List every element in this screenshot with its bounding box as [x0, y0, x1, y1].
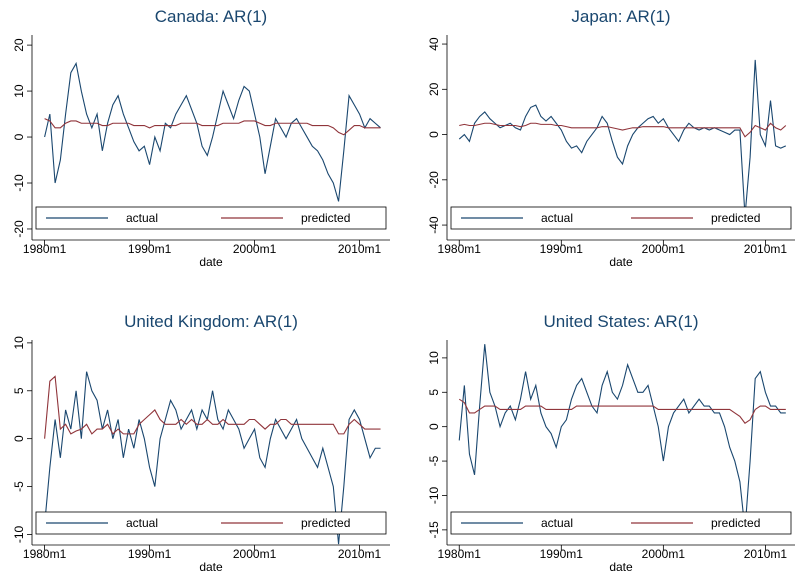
- legend-label: predicted: [301, 211, 350, 225]
- data-line: [459, 122, 787, 138]
- legend-box: [450, 511, 792, 535]
- panel: United States: AR(1) -15 -10 -5 0 5 10 1980m1 19…: [427, 312, 795, 574]
- data-line: [44, 375, 381, 439]
- y-tick-label: 10: [12, 84, 26, 98]
- data-line: [458, 344, 786, 530]
- x-tick-label: 1990m1: [540, 547, 584, 561]
- legend-label: predicted: [711, 516, 760, 530]
- y-tick-label: -10: [12, 174, 26, 192]
- data-line: [458, 398, 786, 424]
- x-tick-label: 1990m1: [540, 242, 584, 256]
- legend-label: actual: [126, 211, 158, 225]
- y-tick-label: 10: [427, 351, 441, 365]
- x-tick-label: 1980m1: [23, 242, 67, 256]
- legend-box: [450, 206, 792, 230]
- y-tick-label: 20: [427, 82, 441, 96]
- x-axis-label: date: [199, 560, 223, 574]
- x-tick-label: 2010m1: [744, 242, 788, 256]
- x-axis-label: date: [199, 255, 223, 269]
- data-line: [44, 61, 381, 202]
- y-tick-label: 40: [427, 37, 441, 51]
- y-tick-label: -10: [427, 486, 441, 504]
- data-line: [44, 118, 381, 136]
- x-tick-label: 2010m1: [744, 547, 788, 561]
- data-line: [44, 371, 381, 545]
- x-tick-label: 2000m1: [642, 547, 686, 561]
- y-tick-label: -40: [427, 216, 441, 234]
- x-tick-label: 1980m1: [438, 242, 482, 256]
- panel: United Kingdom: AR(1) -10 -5 0 5 10 1980m1 1990…: [12, 312, 390, 574]
- x-axis-label: date: [609, 255, 633, 269]
- y-tick-label: 0: [427, 423, 441, 430]
- y-tick-label: -10: [12, 525, 26, 543]
- panel: Japan: AR(1) -40 -20 0 20 40 1980m1 1990m1 2000m…: [427, 7, 795, 269]
- x-tick-label: 2000m1: [233, 242, 277, 256]
- y-tick-label: 5: [427, 389, 441, 396]
- y-tick-label: -20: [12, 220, 26, 238]
- chart-title: Japan: AR(1): [571, 7, 670, 26]
- legend: actual predicted: [450, 206, 792, 230]
- chart-title: Canada: AR(1): [155, 7, 267, 26]
- x-tick-label: 2000m1: [642, 242, 686, 256]
- legend: actual predicted: [450, 511, 792, 535]
- legend-label: actual: [541, 211, 573, 225]
- legend-label: actual: [541, 516, 573, 530]
- legend-label: predicted: [301, 516, 350, 530]
- legend-box: [35, 511, 387, 535]
- y-tick-label: 5: [12, 387, 26, 394]
- x-tick-label: 1990m1: [128, 242, 172, 256]
- x-tick-label: 1980m1: [23, 547, 67, 561]
- x-tick-label: 2010m1: [338, 547, 382, 561]
- y-tick-label: -5: [12, 481, 26, 492]
- y-tick-label: 0: [12, 133, 26, 140]
- x-tick-label: 1990m1: [128, 547, 172, 561]
- plot-area: [32, 35, 390, 240]
- legend: actual predicted: [35, 511, 387, 535]
- legend-label: predicted: [711, 211, 760, 225]
- x-axis-label: date: [609, 560, 633, 574]
- legend: actual predicted: [35, 206, 387, 230]
- y-tick-label: 20: [12, 38, 26, 52]
- legend-box: [35, 206, 387, 230]
- y-tick-label: -5: [427, 455, 441, 466]
- y-tick-label: -15: [427, 521, 441, 539]
- y-tick-label: -20: [427, 171, 441, 189]
- data-line: [458, 59, 787, 217]
- y-tick-label: 0: [12, 435, 26, 442]
- plot-area: [447, 35, 795, 240]
- y-tick-label: 0: [427, 131, 441, 138]
- y-tick-label: 10: [12, 336, 26, 350]
- legend-label: actual: [126, 516, 158, 530]
- chart-title: United States: AR(1): [544, 312, 699, 331]
- x-tick-label: 1980m1: [438, 547, 482, 561]
- x-tick-label: 2000m1: [233, 547, 277, 561]
- chart-title: United Kingdom: AR(1): [124, 312, 298, 331]
- panel: Canada: AR(1) -20 -10 0 10 20 1980m1 1990m1 2000…: [12, 7, 390, 269]
- plot-area: [447, 340, 795, 545]
- x-tick-label: 2010m1: [338, 242, 382, 256]
- plot-area: [32, 340, 390, 545]
